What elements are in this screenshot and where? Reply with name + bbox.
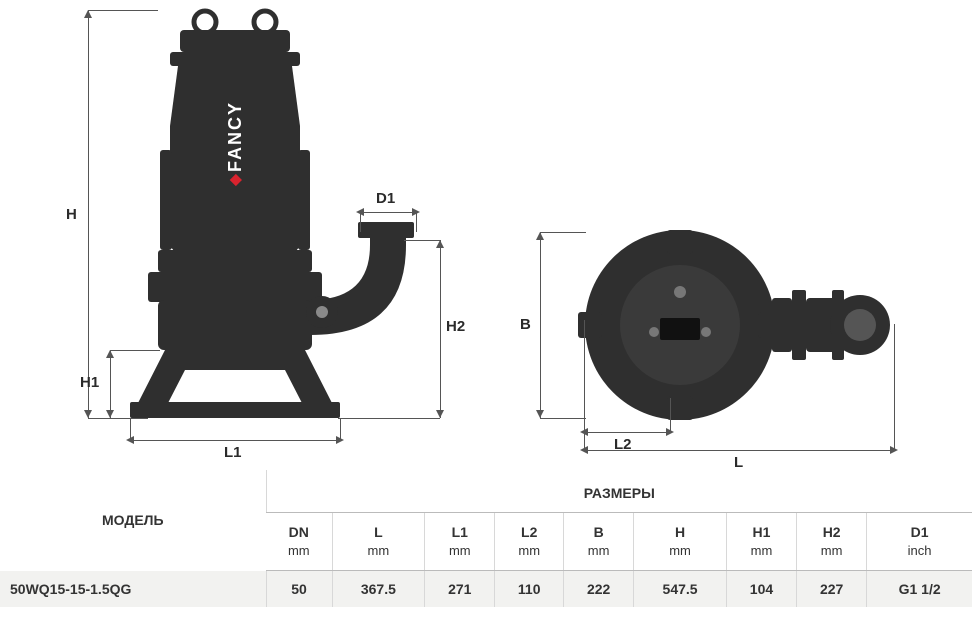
cell-B: 222 [564,571,634,608]
col-L2: L2mm [495,513,564,571]
dim-H2: H2 [446,318,465,335]
pump-top-view [560,220,920,430]
cell-model: 50WQ15-15-1.5QG [0,571,266,608]
col-B: Bmm [564,513,634,571]
pump-side-view [100,0,430,440]
col-L1: L1mm [425,513,495,571]
cell-H2: 227 [797,571,867,608]
cell-H1: 104 [726,571,796,608]
cell-L2: 110 [495,571,564,608]
dim-B: B [520,316,531,333]
cell-H: 547.5 [634,571,727,608]
drawing-area: ◆ FANCY H [0,0,972,470]
table-row: 50WQ15-15-1.5QG 50 367.5 271 110 222 547… [0,571,972,608]
dim-D1: D1 [376,190,395,207]
cell-DN: 50 [266,571,332,608]
col-D1: D1inch [867,513,972,571]
brand-name: FANCY [225,101,246,172]
cell-L1: 271 [425,571,495,608]
dim-H1: H1 [80,374,99,391]
sizes-header: РАЗМЕРЫ [266,470,972,513]
col-L: Lmm [332,513,425,571]
dim-L: L [734,454,743,471]
col-model: МОДЕЛЬ [0,470,266,571]
col-DN: DNmm [266,513,332,571]
brand-logo-icon: ◆ [225,174,245,186]
col-H1: H1mm [726,513,796,571]
dim-L2: L2 [614,436,632,453]
cell-D1: G1 1/2 [867,571,972,608]
cell-L: 367.5 [332,571,425,608]
col-H2: H2mm [797,513,867,571]
dim-H: H [66,206,77,223]
dimensions-table: МОДЕЛЬ РАЗМЕРЫ DNmm Lmm L1mm L2mm Bmm Hm… [0,470,972,607]
col-H: Hmm [634,513,727,571]
dim-L1: L1 [224,444,242,461]
